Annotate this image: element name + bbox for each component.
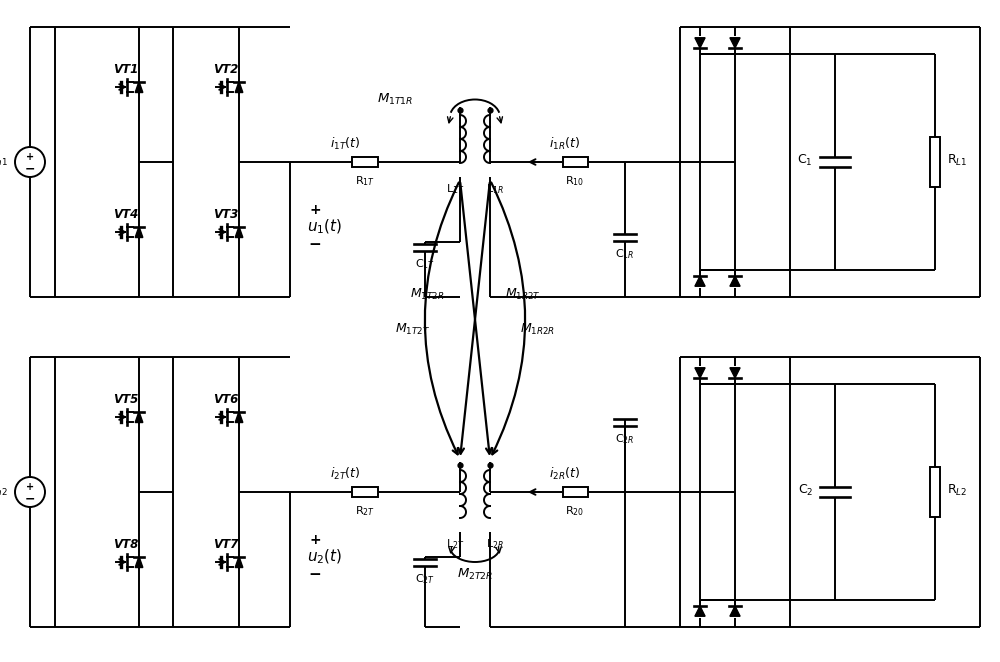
Text: R$_{10}$: R$_{10}$: [565, 174, 585, 188]
Text: L$_{2R}$: L$_{2R}$: [486, 537, 504, 551]
Text: C$_1$: C$_1$: [797, 152, 813, 167]
Text: R$_{L2}$: R$_{L2}$: [947, 483, 967, 498]
Text: $M_{1T2T}$: $M_{1T2T}$: [395, 322, 430, 337]
Polygon shape: [235, 412, 243, 422]
Bar: [562, 487, 588, 497]
Text: $M_{2T2R}$: $M_{2T2R}$: [457, 567, 493, 582]
Text: VT5: VT5: [113, 393, 139, 406]
Text: U$_{in1}$: U$_{in1}$: [0, 152, 8, 167]
Polygon shape: [135, 226, 143, 238]
Bar: [352, 487, 378, 497]
Text: VT7: VT7: [213, 538, 239, 551]
Polygon shape: [235, 81, 243, 93]
Text: $u_2(t)$: $u_2(t)$: [307, 547, 343, 566]
Text: C$_{1T}$: C$_{1T}$: [415, 257, 435, 271]
Text: $i_{1T}(t)$: $i_{1T}(t)$: [330, 136, 360, 152]
Text: +: +: [26, 482, 34, 492]
Text: $M_{1R2T}$: $M_{1R2T}$: [505, 287, 541, 302]
Text: VT6: VT6: [213, 393, 239, 406]
Bar: [562, 157, 588, 167]
Polygon shape: [730, 38, 740, 48]
Text: VT1: VT1: [113, 63, 139, 76]
Text: $M_{1T1R}$: $M_{1T1R}$: [377, 92, 413, 107]
Text: C$_2$: C$_2$: [798, 483, 813, 498]
Text: L$_{1T}$: L$_{1T}$: [446, 182, 464, 196]
Text: R$_{20}$: R$_{20}$: [565, 504, 585, 518]
Text: $i_{1R}(t)$: $i_{1R}(t)$: [549, 136, 581, 152]
Polygon shape: [135, 557, 143, 567]
Text: R$_{2T}$: R$_{2T}$: [355, 504, 375, 518]
Text: U$_{in2}$: U$_{in2}$: [0, 483, 8, 498]
Text: $i_{2R}(t)$: $i_{2R}(t)$: [549, 466, 581, 482]
Text: +: +: [26, 152, 34, 162]
Text: C$_{2R}$: C$_{2R}$: [615, 432, 635, 446]
Polygon shape: [695, 276, 705, 286]
Text: VT4: VT4: [113, 208, 139, 221]
Polygon shape: [695, 38, 705, 48]
Bar: [930, 137, 940, 187]
Text: −: −: [309, 567, 321, 582]
Text: C$_{2T}$: C$_{2T}$: [415, 572, 435, 586]
Text: −: −: [25, 493, 35, 506]
Polygon shape: [730, 276, 740, 286]
Text: VT8: VT8: [113, 538, 139, 551]
Text: $M_{1R2R}$: $M_{1R2R}$: [520, 322, 555, 337]
Text: −: −: [25, 162, 35, 175]
Text: $M_{1T2R}$: $M_{1T2R}$: [410, 287, 445, 302]
Text: VT3: VT3: [213, 208, 239, 221]
Text: $u_1(t)$: $u_1(t)$: [307, 217, 343, 236]
Polygon shape: [695, 368, 705, 378]
Text: C$_{1R}$: C$_{1R}$: [615, 247, 635, 261]
Polygon shape: [135, 412, 143, 422]
Polygon shape: [695, 606, 705, 616]
Text: L$_{2T}$: L$_{2T}$: [446, 537, 464, 551]
Text: −: −: [309, 237, 321, 252]
Text: VT2: VT2: [213, 63, 239, 76]
Polygon shape: [235, 557, 243, 567]
Text: R$_{L1}$: R$_{L1}$: [947, 152, 967, 167]
Text: R$_{1T}$: R$_{1T}$: [355, 174, 375, 188]
Polygon shape: [730, 368, 740, 378]
Polygon shape: [730, 606, 740, 616]
Text: $i_{2T}(t)$: $i_{2T}(t)$: [330, 466, 360, 482]
Bar: [930, 467, 940, 517]
Polygon shape: [135, 81, 143, 93]
Text: +: +: [309, 532, 321, 547]
Bar: [352, 157, 378, 167]
Text: +: +: [309, 203, 321, 216]
Text: L$_{1R}$: L$_{1R}$: [486, 182, 504, 196]
Polygon shape: [235, 226, 243, 238]
